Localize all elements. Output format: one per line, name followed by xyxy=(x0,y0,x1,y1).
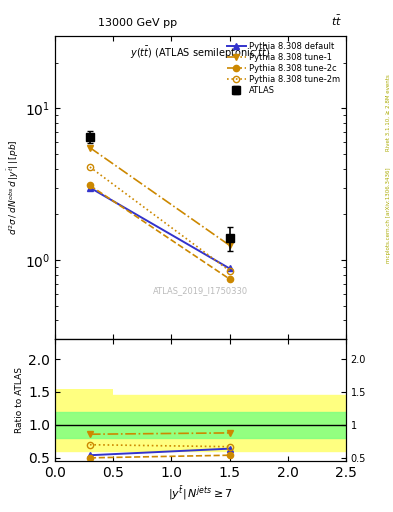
Y-axis label: $d^2\sigma\,/\,dN^{obs}\,d\,|y^{\bar{t}}|\,|\,[pb]$: $d^2\sigma\,/\,dN^{obs}\,d\,|y^{\bar{t}}… xyxy=(5,140,21,236)
Pythia 8.308 tune-2c xyxy=(88,182,92,188)
X-axis label: $|y^{\bar{t}}|\,N^{jets} \geq 7$: $|y^{\bar{t}}|\,N^{jets} \geq 7$ xyxy=(168,484,233,502)
Y-axis label: Ratio to ATLAS: Ratio to ATLAS xyxy=(15,367,24,433)
Bar xyxy=(55,389,113,398)
Pythia 8.308 default xyxy=(227,265,232,271)
Line: Pythia 8.308 tune-2c: Pythia 8.308 tune-2c xyxy=(87,182,233,282)
Pythia 8.308 default xyxy=(88,184,92,190)
Pythia 8.308 tune-1 xyxy=(227,242,232,248)
Text: $t\bar{t}$: $t\bar{t}$ xyxy=(331,14,342,28)
Text: mcplots.cern.ch [arXiv:1306.3436]: mcplots.cern.ch [arXiv:1306.3436] xyxy=(386,167,391,263)
Line: Pythia 8.308 tune-1: Pythia 8.308 tune-1 xyxy=(86,144,233,249)
Pythia 8.308 tune-2m xyxy=(88,164,92,170)
Text: ATLAS_2019_I1750330: ATLAS_2019_I1750330 xyxy=(153,286,248,295)
Pythia 8.308 tune-2c xyxy=(227,276,232,282)
Pythia 8.308 tune-1 xyxy=(88,144,92,151)
Text: Rivet 3.1.10, ≥ 2.8M events: Rivet 3.1.10, ≥ 2.8M events xyxy=(386,74,391,151)
Line: Pythia 8.308 tune-2m: Pythia 8.308 tune-2m xyxy=(87,164,233,274)
Legend: Pythia 8.308 default, Pythia 8.308 tune-1, Pythia 8.308 tune-2c, Pythia 8.308 tu: Pythia 8.308 default, Pythia 8.308 tune-… xyxy=(226,40,342,97)
Bar xyxy=(55,395,346,451)
Text: 13000 GeV pp: 13000 GeV pp xyxy=(98,18,177,28)
Pythia 8.308 tune-2m xyxy=(227,268,232,274)
Bar xyxy=(55,412,346,438)
Line: Pythia 8.308 default: Pythia 8.308 default xyxy=(86,184,233,272)
Text: $y(t\bar{t})$ (ATLAS semileptonic $t\bar{t}$): $y(t\bar{t})$ (ATLAS semileptonic $t\bar… xyxy=(130,45,270,61)
